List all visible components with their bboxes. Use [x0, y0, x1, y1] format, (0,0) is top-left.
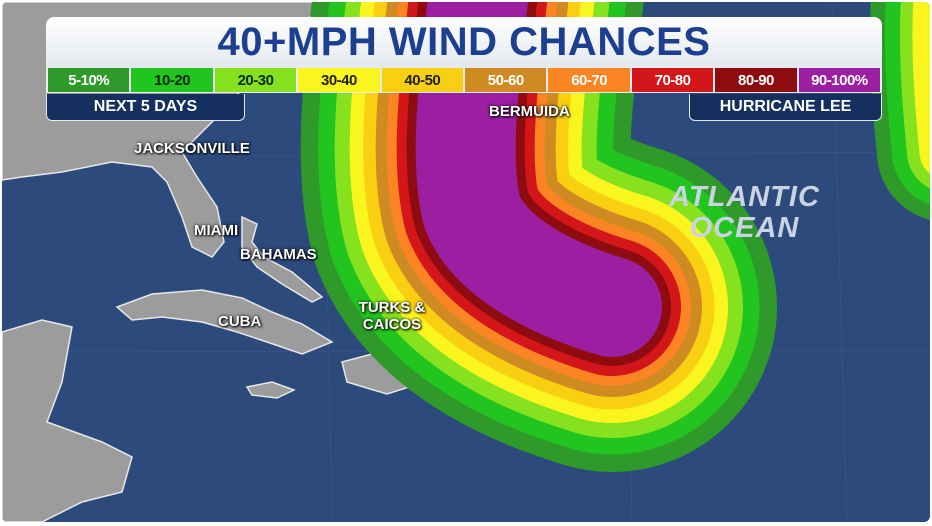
label-bermuda: BERMUIDA [489, 103, 570, 120]
probability-legend: 5-10% 10-20 20-30 30-40 40-50 50-60 60-70 70-80… [46, 67, 882, 93]
label-bahamas: BAHAMAS [240, 246, 317, 263]
legend-item-8: 80-90 [715, 68, 797, 92]
jamaica [245, 381, 296, 399]
title-banner: 40+MPH WIND CHANCES [46, 17, 882, 67]
central-america [2, 319, 133, 522]
label-miami: MIAMI [194, 222, 239, 239]
label-jacksonville: JACKSONVILLE [134, 140, 250, 157]
bahamas [241, 215, 324, 303]
timeframe-tag: NEXT 5 DAYS [46, 94, 245, 121]
cuba [115, 289, 334, 355]
label-atlantic-ocean: ATLANTIC OCEAN [669, 181, 820, 244]
storm-name-tag: HURRICANE LEE [689, 94, 882, 121]
legend-item-7: 70-80 [631, 68, 714, 92]
legend-item-1: 10-20 [131, 68, 213, 92]
legend-item-5: 50-60 [465, 68, 547, 92]
legend-item-0: 5-10% [48, 68, 130, 92]
legend-item-3: 30-40 [298, 68, 380, 92]
legend-item-9: 90-100% [798, 68, 881, 92]
legend-item-2: 20-30 [214, 68, 297, 92]
map-title: 40+MPH WIND CHANCES [217, 20, 711, 64]
label-turks-caicos: TURKS & CAICOS [358, 299, 426, 333]
legend-item-6: 60-70 [548, 68, 630, 92]
legend-item-4: 40-50 [381, 68, 464, 92]
label-cuba: CUBA [218, 313, 262, 330]
